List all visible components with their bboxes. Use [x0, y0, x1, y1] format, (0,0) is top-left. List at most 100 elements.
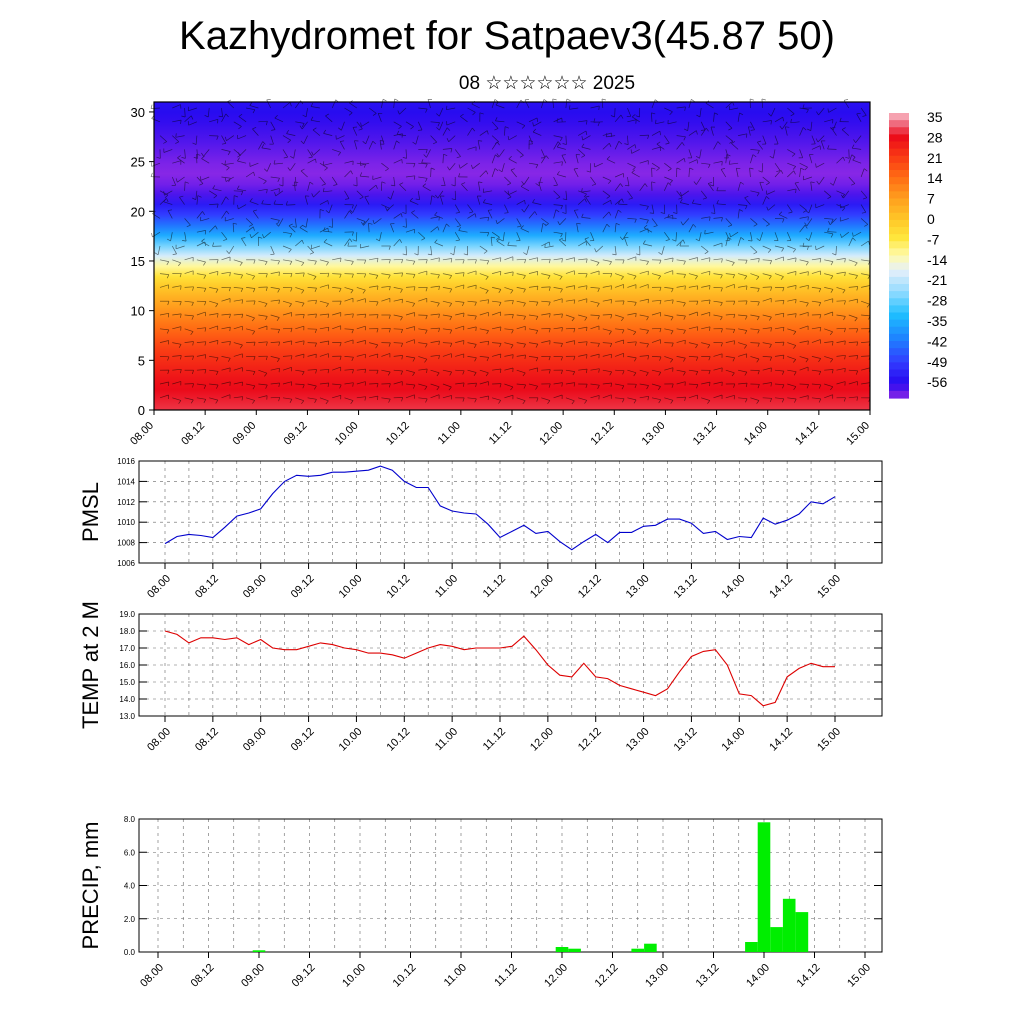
y-tick-label: 0.0	[124, 948, 136, 957]
precip-bar	[252, 950, 266, 952]
x-tick-label: 11.12	[481, 573, 508, 600]
colorbar-segment	[889, 305, 909, 314]
x-tick-label: 12.00	[528, 573, 556, 601]
y-tick-label: 25	[131, 155, 145, 170]
x-tick-label: 14.00	[719, 573, 747, 601]
colorbar-segment	[889, 113, 909, 121]
y-axis-label: PRECIP, mm	[78, 822, 103, 950]
colorbar-segment	[889, 177, 909, 185]
y-tick-label: 15.0	[119, 678, 135, 687]
x-tick-label: 14.00	[744, 962, 772, 990]
colorbar-segment	[889, 248, 909, 257]
y-tick-label: 0	[138, 403, 145, 418]
colorbar-label: -14	[927, 252, 947, 268]
y-tick-label: 18.0	[119, 627, 135, 636]
colorbar-segment	[889, 184, 909, 192]
colorbar-segment	[889, 319, 909, 328]
colorbar-segment	[889, 362, 909, 371]
profile-fill	[154, 102, 870, 410]
precip-bar	[795, 912, 809, 952]
page-subtitle: 08 ☆☆☆☆☆☆ 2025	[458, 73, 636, 94]
y-tick-label: 1014	[117, 477, 135, 486]
precip-bar	[757, 822, 771, 952]
colorbar-segment	[889, 276, 909, 285]
colorbar-segment	[889, 241, 909, 249]
y-tick-label: 1006	[117, 559, 135, 568]
colorbar-label: -7	[927, 231, 940, 247]
x-tick-label: 08.00	[138, 962, 166, 990]
colorbar-segment	[889, 326, 909, 335]
y-tick-label: 10	[131, 304, 145, 319]
colorbar-label: -21	[927, 272, 947, 288]
colorbar-segment	[889, 284, 909, 292]
y-tick-label: 1016	[117, 457, 135, 466]
colorbar-segment	[889, 255, 909, 264]
colorbar-segment	[889, 383, 909, 392]
x-tick-label: 13.12	[672, 726, 700, 754]
wind-barbs	[150, 98, 871, 405]
colorbar: 35 28 21 14 7 0 -7 -14 -21 -28 -35 -42 -49 -56	[889, 109, 947, 399]
x-tick-label: 09.12	[289, 726, 317, 754]
colorbar-segment	[889, 155, 909, 164]
pmsl-series-line	[164, 465, 836, 551]
x-tick-label: 13.00	[643, 962, 671, 990]
x-tick-label: 14.12	[795, 962, 823, 990]
y-tick-label: 4.0	[124, 882, 136, 891]
x-tick-label: 10.12	[391, 962, 419, 990]
colorbar-label: 35	[927, 109, 943, 125]
x-tick-label: 11.00	[433, 726, 460, 753]
x-tick-label: 10.00	[337, 726, 365, 754]
x-tick-label: 09.00	[230, 420, 258, 448]
x-tick-label: 12.00	[542, 962, 570, 990]
precip-bar	[555, 947, 569, 952]
x-tick-label: 09.00	[241, 573, 269, 601]
x-tick-label: 13.00	[624, 726, 652, 754]
precip-bar	[644, 943, 657, 952]
y-tick-label: 8.0	[124, 815, 136, 824]
x-tick-label: 15.00	[815, 726, 843, 754]
x-tick-label: 12.12	[588, 420, 616, 448]
colorbar-segment	[889, 262, 909, 271]
x-tick-label: 08.12	[193, 726, 221, 754]
colorbar-segment	[889, 120, 909, 128]
x-tick-label: 13.00	[640, 420, 668, 448]
colorbar-label: 21	[927, 150, 943, 166]
precip-bar	[782, 898, 796, 952]
colorbar-label: -28	[927, 293, 947, 309]
colorbar-segment	[889, 355, 909, 363]
colorbar-segment	[889, 341, 909, 349]
x-tick-label: 13.00	[624, 573, 652, 601]
page-title: Kazhydromet for Satpaev3(45.87 50)	[179, 14, 835, 58]
x-tick-label: 12.12	[576, 573, 604, 601]
precipitation-chart: 0.0 2.0 4.0 6.0 8.0 08.00 08.12 09.00 09.12 10.00…	[78, 815, 883, 990]
y-tick-label: 30	[131, 105, 145, 120]
colorbar-segment	[889, 312, 909, 321]
y-tick-label: 6.0	[124, 848, 136, 857]
x-tick-label: 10.00	[333, 420, 361, 448]
y-tick-label: 17.0	[119, 644, 135, 653]
x-tick-label: 12.12	[593, 962, 621, 990]
colorbar-segment	[889, 191, 909, 200]
colorbar-segment	[889, 234, 909, 242]
colorbar-segment	[889, 369, 909, 378]
x-tick-label: 09.00	[241, 726, 269, 754]
y-tick-label: 1008	[117, 539, 135, 548]
x-tick-label: 12.00	[528, 726, 556, 754]
y-axis-label: TEMP at 2 M	[78, 601, 103, 729]
temperature-profile-chart: 0 5 10 15 20 25 30 08.00 08.12 09.00 09.12 10.00 10.…	[128, 98, 947, 448]
x-tick-label: 14.12	[767, 726, 795, 754]
x-tick-label: 08.00	[145, 726, 173, 754]
y-tick-label: 19.0	[119, 610, 135, 619]
x-tick-label: 11.12	[481, 726, 508, 753]
x-tick-label: 09.12	[289, 573, 317, 601]
x-tick-label: 10.12	[384, 726, 412, 754]
x-tick-label: 10.12	[384, 573, 412, 601]
pmsl-chart: 1006 1008 1010 1012 1014 1016 08.00 08.12 09.00 0…	[78, 457, 883, 601]
colorbar-segment	[889, 376, 909, 385]
colorbar-label: -42	[927, 333, 947, 349]
x-tick-label: 15.00	[844, 420, 872, 448]
colorbar-segment	[889, 390, 909, 399]
colorbar-label: -49	[927, 354, 947, 370]
x-tick-label: 15.00	[845, 962, 873, 990]
